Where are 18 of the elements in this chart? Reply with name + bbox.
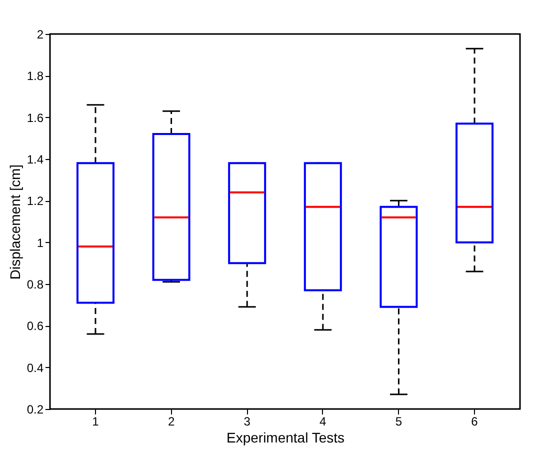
- y-axis-title: Displacement [cm]: [6, 164, 23, 280]
- y-tick-label: 1.8: [26, 69, 44, 84]
- y-tick-label: 2: [36, 28, 44, 42]
- x-tick-label: 3: [244, 414, 251, 428]
- x-tick-label: 4: [320, 414, 327, 428]
- x-tick-label: 5: [395, 414, 402, 428]
- y-tick-label: 0.8: [26, 278, 44, 292]
- y-tick-label: 1: [36, 236, 44, 250]
- y-tick-label: 0.4: [26, 360, 44, 375]
- y-tick-label: 1.2: [26, 194, 44, 208]
- x-tick-label: 6: [471, 414, 478, 428]
- y-tick-label: 1.4: [26, 152, 44, 166]
- x-tick-label: 2: [168, 414, 175, 428]
- y-tick-label: 0.6: [26, 319, 44, 334]
- y-tick-label: 1.6: [26, 110, 44, 125]
- x-tick-label: 1: [92, 414, 100, 428]
- y-tick-label: 0.2: [26, 402, 44, 416]
- x-axis-title: Experimental Tests: [226, 430, 345, 446]
